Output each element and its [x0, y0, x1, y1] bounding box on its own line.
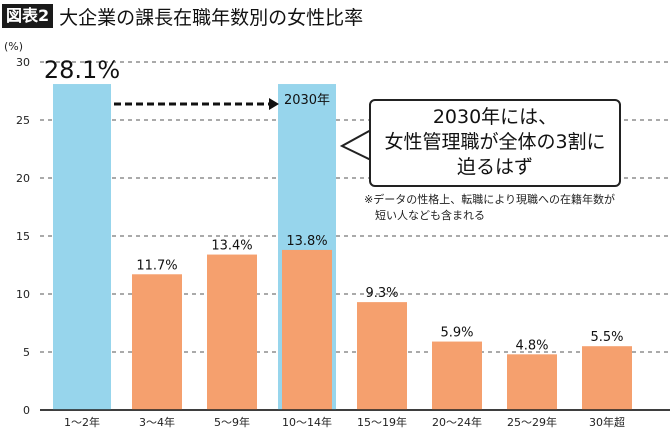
x-tick-label: 30年超 [589, 415, 625, 429]
bar [282, 249, 332, 410]
data-label: 5.5% [590, 330, 623, 345]
footnote-line: ※データの性格上、転職により現職への在籍年数が [364, 193, 615, 206]
x-tick-label: 3～4年 [139, 415, 175, 429]
y-tick-label: 5 [23, 346, 30, 359]
data-label: 4.8% [515, 338, 548, 353]
x-tick-label: 15～19年 [357, 415, 407, 429]
callout-box: 2030年には、 女性管理職が全体の3割に 迫るはず [369, 99, 621, 187]
chart-title: 大企業の課長在職年数別の女性比率 [59, 6, 364, 29]
bar [207, 254, 257, 410]
figure-badge: 図表2 [2, 4, 54, 28]
callout-line: 女性管理職が全体の3割に [384, 131, 606, 153]
bar [53, 84, 111, 410]
y-tick-label: 25 [16, 114, 30, 127]
x-tick-label: 1～2年 [64, 415, 100, 429]
data-label: 5.9% [440, 326, 473, 341]
footnote-line: 短い人なども含まれる [375, 209, 485, 222]
data-label: 11.7% [136, 258, 177, 273]
y-tick-label: 20 [16, 172, 30, 185]
projection-label: 2030年 [284, 93, 330, 108]
header: 図表2 大企業の課長在職年数別の女性比率 [2, 3, 363, 29]
data-label: 28.1% [44, 56, 120, 84]
data-label: 9.3% [365, 286, 398, 301]
x-tick-label: 5～9年 [214, 415, 250, 429]
bar [132, 274, 182, 410]
y-axis-unit: (%) [4, 40, 23, 53]
y-tick-label: 0 [23, 404, 30, 417]
callout-line: 2030年には、 [432, 106, 558, 128]
x-tick-label: 25～29年 [507, 415, 557, 429]
bar [507, 354, 557, 410]
y-tick-label: 10 [16, 288, 30, 301]
arrow-head-icon [269, 98, 279, 110]
callout-pointer [339, 128, 372, 162]
y-tick-label: 30 [16, 56, 30, 69]
x-tick-label: 20～24年 [432, 415, 482, 429]
data-label: 13.4% [211, 239, 252, 254]
x-tick-label: 10～14年 [282, 415, 332, 429]
footnote: ※データの性格上、転職により現職への在籍年数が 短い人なども含まれる [364, 192, 615, 224]
data-label: 13.8% [286, 234, 327, 249]
callout-line: 迫るはず [456, 156, 533, 178]
y-tick-label: 15 [16, 230, 30, 243]
bar [432, 341, 482, 410]
bar [582, 346, 632, 410]
bar [357, 302, 407, 410]
